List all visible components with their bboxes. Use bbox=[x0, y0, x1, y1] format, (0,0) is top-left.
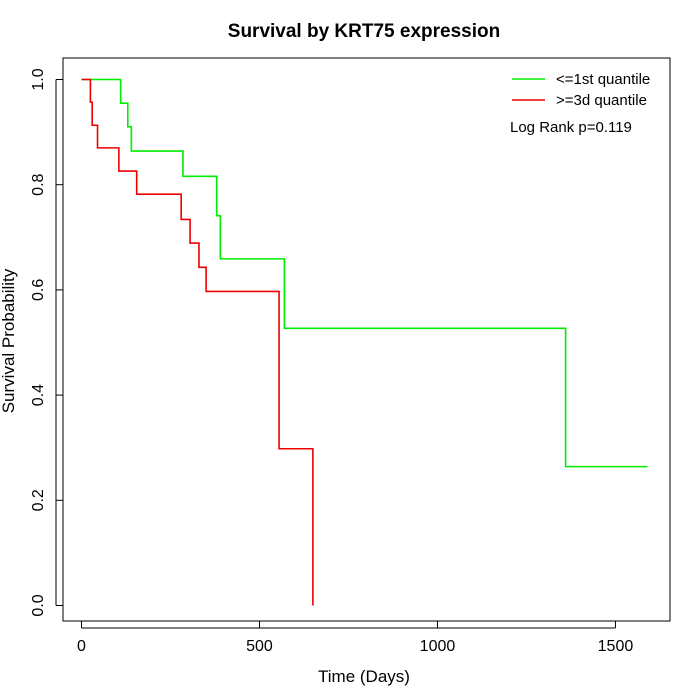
series-line-1 bbox=[81, 78, 648, 468]
chart-title: Survival by KRT75 expression bbox=[228, 21, 500, 42]
y-axis: 0.0 0.2 0.4 0.6 0.8 1.0 bbox=[30, 68, 63, 617]
legend: <=1st quantile >=3d quantile bbox=[512, 71, 650, 109]
y-tick-label: 1.0 bbox=[30, 68, 47, 90]
x-tick-label: 1000 bbox=[420, 638, 456, 655]
log-rank-annotation: Log Rank p=0.119 bbox=[510, 119, 632, 136]
x-axis: 0 500 1000 1500 bbox=[77, 621, 633, 655]
legend-label: >=3d quantile bbox=[556, 92, 647, 109]
legend-label: <=1st quantile bbox=[556, 71, 650, 88]
survival-curves bbox=[81, 78, 648, 606]
x-tick-label: 1500 bbox=[598, 638, 634, 655]
y-tick-label: 0.0 bbox=[30, 594, 47, 616]
x-axis-label: Time (Days) bbox=[318, 667, 410, 686]
x-tick-label: 0 bbox=[77, 638, 86, 655]
y-tick-label: 0.4 bbox=[30, 384, 47, 406]
x-tick-label: 500 bbox=[246, 638, 273, 655]
series-line-2 bbox=[81, 78, 314, 606]
y-tick-label: 0.2 bbox=[30, 489, 47, 511]
y-axis-label: Survival Probability bbox=[0, 268, 18, 413]
plot-frame bbox=[62, 57, 671, 622]
y-tick-label: 0.6 bbox=[30, 279, 47, 301]
y-tick-label: 0.8 bbox=[30, 173, 47, 195]
